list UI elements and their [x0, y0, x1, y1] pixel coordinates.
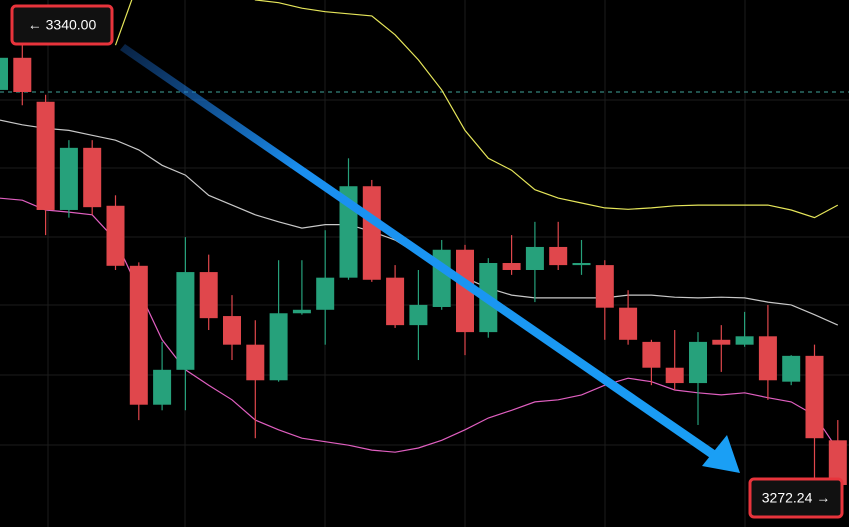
price-label-box: [10, 4, 114, 46]
candle-body: [0, 57, 8, 90]
candle-body: [525, 246, 544, 270]
candle-body: [828, 440, 847, 485]
candle-body: [665, 367, 684, 384]
candle-body: [409, 304, 428, 326]
candle-body: [386, 277, 405, 326]
candle-body: [712, 339, 731, 345]
candle-body: [129, 265, 148, 405]
candle-body: [782, 355, 801, 382]
candle-body: [83, 147, 102, 208]
candle-body: [153, 369, 172, 405]
indicator-line: [114, 0, 839, 219]
candle-body: [689, 341, 707, 384]
price-label: 3272.24 →: [762, 490, 831, 506]
arrow-shaft: [120, 44, 722, 462]
candle-body: [36, 101, 55, 210]
plot: [0, 0, 849, 488]
candle-body: [176, 272, 195, 370]
price-label: ← 3340.00: [28, 17, 97, 33]
candle-body: [362, 186, 381, 280]
arrow-head: [702, 435, 740, 473]
candle-body: [805, 355, 824, 439]
price-labels: ← 3340.00 3272.24 →: [10, 4, 844, 519]
candle-body: [642, 341, 661, 368]
candle-body: [246, 344, 265, 381]
candle-body: [456, 249, 474, 333]
candle-body: [549, 246, 568, 266]
candle-body: [106, 205, 125, 266]
candle-body: [316, 277, 335, 310]
trend-arrow: [120, 44, 740, 473]
candle-body: [502, 263, 521, 270]
candle-body: [735, 336, 754, 345]
candle-body: [619, 307, 638, 340]
candle-body: [223, 316, 241, 345]
candle-body: [199, 272, 218, 319]
candle-body: [59, 147, 78, 210]
candle-body: [572, 263, 591, 266]
candle-body: [13, 57, 32, 92]
price-label-box: [748, 477, 844, 519]
candle-body: [292, 309, 311, 314]
candle-body: [269, 313, 288, 381]
candle-body: [758, 336, 777, 381]
candle-body: [595, 265, 614, 308]
